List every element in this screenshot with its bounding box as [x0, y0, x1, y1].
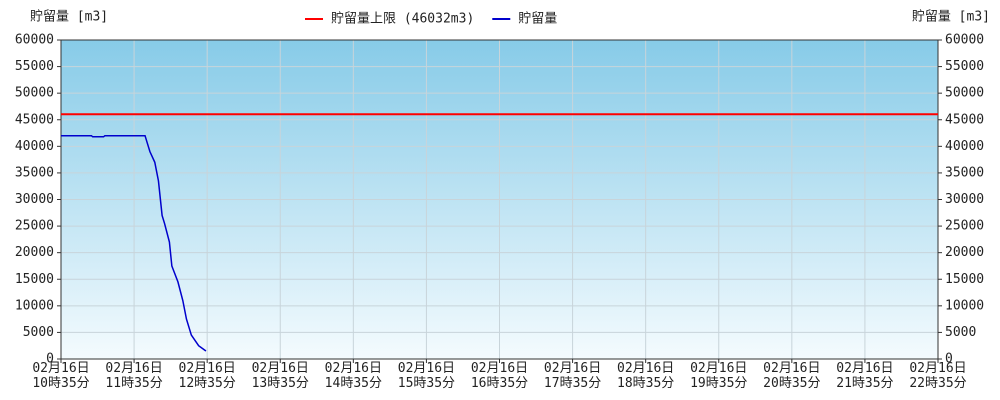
x-tick-label: 02月16日 22時35分	[909, 361, 967, 391]
y-axis-title: 貯留量 [m3]	[30, 10, 108, 25]
y2-tick-label: 35000	[945, 165, 984, 180]
y2-tick-label: 5000	[945, 325, 976, 340]
y-tick-label: 40000	[15, 139, 54, 154]
y2-tick-label: 50000	[945, 86, 984, 101]
y-tick-label: 30000	[15, 192, 54, 207]
y2-tick-label: 15000	[945, 272, 984, 287]
y-tick-label: 10000	[15, 298, 54, 313]
y-tick-label: 25000	[15, 219, 54, 234]
y-tick-label: 55000	[15, 59, 54, 74]
plot-frame	[60, 39, 939, 360]
x-tick-label: 02月16日 13時35分	[251, 361, 309, 391]
y-tick-label: 35000	[15, 165, 54, 180]
x-tick-label: 02月16日 15時35分	[397, 361, 456, 391]
x-tick-label: 02月16日 12時35分	[178, 361, 236, 391]
y-tick-label: 0	[46, 352, 54, 367]
x-tick-label: 02月16日 19時35分	[690, 361, 748, 391]
x-tick-label: 02月16日 16時35分	[470, 361, 529, 391]
y2-tick-label: 10000	[945, 298, 984, 313]
y2-axis-title: 貯留量 [m3]	[912, 10, 990, 25]
y2-tick-label: 25000	[945, 219, 984, 234]
y2-tick-label: 30000	[945, 192, 984, 207]
x-tick-label: 02月16日 21時35分	[836, 361, 894, 391]
x-tick-label: 02月16日 18時35分	[617, 361, 675, 391]
legend-label: 貯留量	[518, 12, 557, 27]
y2-tick-label: 40000	[945, 139, 984, 154]
y-tick-label: 15000	[15, 272, 54, 287]
x-tick-label: 02月16日 20時35分	[763, 361, 821, 391]
y2-tick-label: 20000	[945, 245, 984, 260]
y2-tick-label: 55000	[945, 59, 984, 74]
x-tick-label: 02月16日 17時35分	[543, 361, 602, 391]
x-tick-label: 02月16日 14時35分	[324, 361, 382, 391]
y2-tick-label: 45000	[945, 112, 984, 127]
y-tick-label: 60000	[15, 33, 54, 48]
x-tick-label: 02月16日 11時35分	[105, 361, 163, 391]
y-tick-label: 45000	[15, 112, 54, 127]
y2-tick-label: 0	[945, 352, 953, 367]
y2-tick-label: 60000	[945, 33, 984, 48]
y-tick-label: 50000	[15, 86, 54, 101]
y-tick-label: 5000	[23, 325, 54, 340]
legend-label: 貯留量上限 (46032m3)	[331, 12, 474, 27]
y-tick-label: 20000	[15, 245, 54, 260]
data-line	[61, 134, 207, 352]
x-tick-label: 02月16日 10時35分	[32, 361, 90, 391]
